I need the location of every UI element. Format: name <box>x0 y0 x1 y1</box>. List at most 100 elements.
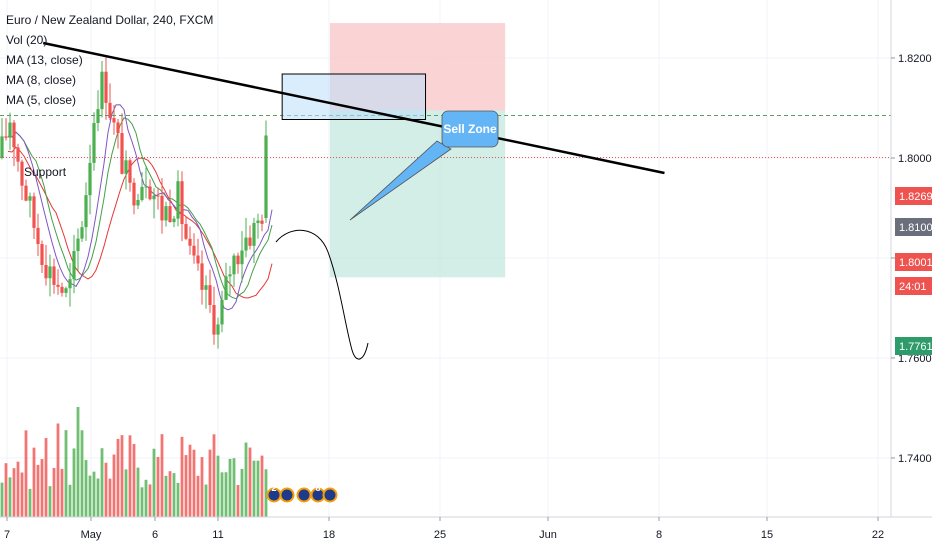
candle <box>24 179 28 202</box>
volume-bar <box>236 485 240 517</box>
candle <box>152 188 156 219</box>
candle-body <box>188 238 192 246</box>
volume-bar <box>196 475 200 517</box>
candle-body <box>216 324 220 335</box>
candle-body <box>224 276 228 300</box>
candle <box>124 150 128 190</box>
candle-body <box>228 274 232 277</box>
volume-bar <box>96 478 100 517</box>
candle-body <box>220 299 224 325</box>
volume-bar <box>172 473 176 517</box>
candle-body <box>68 279 72 289</box>
time-axis-label: 8 <box>656 529 662 541</box>
price-tag-label: 1.80010 <box>899 257 932 269</box>
legend-title: Euro / New Zealand Dollar, 240, FXCM <box>6 13 214 27</box>
price-axis-panel <box>891 0 932 550</box>
callout-bubble <box>441 110 499 148</box>
volume-bar <box>20 472 24 517</box>
candle <box>108 83 112 121</box>
candle <box>228 265 232 296</box>
volume-bar <box>24 430 28 517</box>
candle <box>172 215 176 228</box>
candle <box>48 254 52 297</box>
candle <box>168 189 172 223</box>
candle-body <box>260 220 264 224</box>
candle-body <box>144 186 148 188</box>
candle-body <box>24 185 28 201</box>
candle <box>36 213 40 257</box>
candle-body <box>184 224 188 239</box>
volume-bar <box>68 484 72 517</box>
candle <box>20 159 24 201</box>
candle-body <box>152 195 156 200</box>
candle-body <box>252 223 256 246</box>
candle <box>92 112 96 171</box>
candle-body <box>232 255 236 275</box>
chart-legend: Euro / New Zealand Dollar, 240, FXCM Vol… <box>6 10 213 110</box>
volume-bar <box>16 461 20 517</box>
price-tag: 1.81004 <box>895 218 932 236</box>
volume-bar <box>8 477 12 517</box>
candle-body <box>164 206 168 221</box>
volume-bar <box>100 448 104 517</box>
candle <box>100 60 104 118</box>
candle <box>240 231 244 283</box>
candle-body <box>108 102 112 118</box>
volume-bar <box>120 435 124 517</box>
volume-bar <box>72 448 76 517</box>
volume-bar <box>12 468 16 517</box>
candle <box>148 179 152 201</box>
candle <box>136 193 140 210</box>
candle-body <box>204 285 208 290</box>
candle <box>104 56 108 120</box>
candle-body <box>88 162 92 196</box>
candle-body <box>64 288 68 293</box>
candle-body <box>4 136 8 138</box>
candle-body <box>112 117 116 123</box>
candle <box>220 290 224 333</box>
series-ma8-line <box>7 117 273 300</box>
price-tag-box <box>895 277 932 295</box>
volume-bar <box>204 484 208 517</box>
candle-body <box>12 122 16 148</box>
candle-body <box>244 237 248 251</box>
candle-body <box>76 238 80 252</box>
candle <box>52 258 56 294</box>
candle <box>256 213 260 239</box>
time-axis-label: 7 <box>4 529 10 541</box>
price-tag: 1.77614 <box>895 337 932 355</box>
price-axis-label: 1.74000 <box>898 453 932 465</box>
price-axis-label: 1.80000 <box>898 153 932 165</box>
volume-bar <box>80 430 84 517</box>
time-axis-label: 6 <box>152 529 158 541</box>
candle <box>12 120 16 167</box>
volume-bar <box>160 434 164 517</box>
support-trendline <box>42 41 665 175</box>
volume-bar <box>124 469 128 517</box>
event-marker: 2 <box>266 483 282 503</box>
candle-body <box>248 237 252 246</box>
series-ma13-line <box>7 146 273 299</box>
candle-body <box>172 218 176 223</box>
candle <box>236 252 240 274</box>
volume-bar <box>48 486 52 517</box>
volume-bar <box>208 449 212 517</box>
time-axis-label: 25 <box>434 529 446 541</box>
price-tag: 1.80010 <box>895 253 932 271</box>
candle-body <box>196 255 200 264</box>
candle <box>128 158 132 192</box>
candle-body <box>60 286 64 293</box>
candle-body <box>16 147 20 162</box>
price-tag-box <box>895 253 932 271</box>
volume-bar <box>248 447 252 517</box>
volume-bar <box>256 460 260 517</box>
candle-body <box>136 200 140 206</box>
volume-bar <box>52 468 56 517</box>
candle <box>84 182 88 241</box>
candle <box>28 192 32 218</box>
volume-bar <box>224 472 228 517</box>
volume-bar <box>44 438 48 517</box>
event-marker-icon <box>296 487 312 503</box>
